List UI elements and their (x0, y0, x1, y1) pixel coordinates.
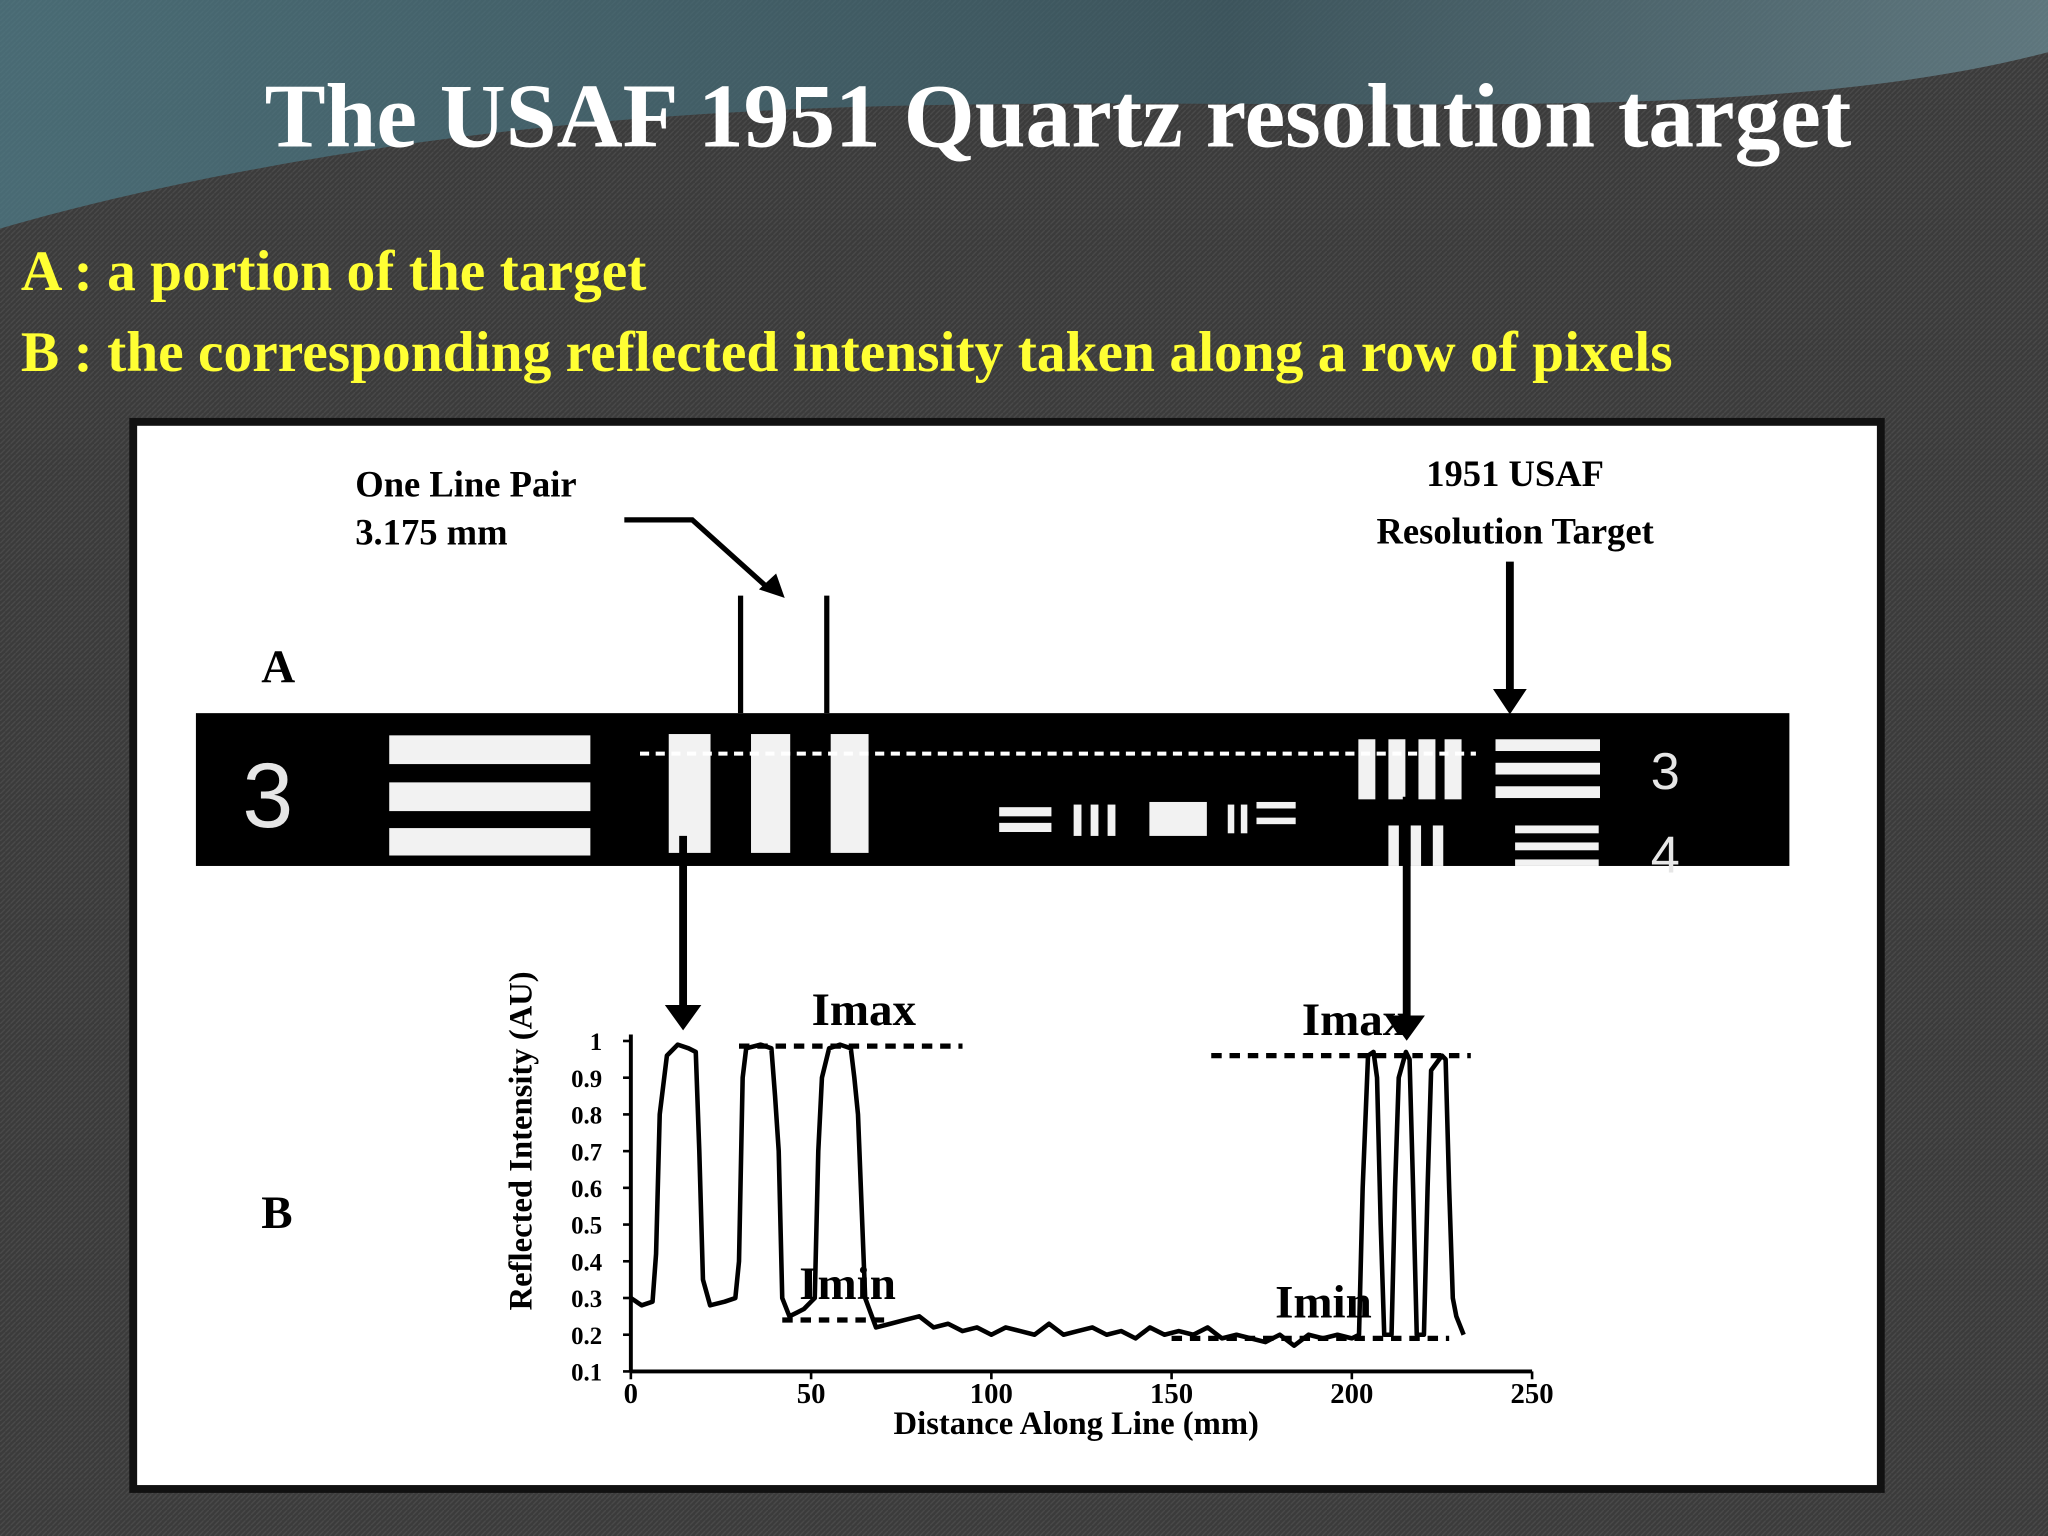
x-tick-label: 0 (624, 1378, 638, 1410)
reference-label: Imin (1275, 1276, 1372, 1328)
x-tick-label: 200 (1330, 1378, 1373, 1410)
target-bars (389, 734, 1600, 866)
x-tick-label: 50 (797, 1378, 826, 1410)
y-tick-label: 0.6 (571, 1176, 602, 1203)
panel-label: B (261, 1187, 292, 1239)
target-image: 3 3 4 (195, 713, 1790, 884)
annotation: 1951 USAF (1426, 453, 1604, 494)
chart: 0.1 0.2 0.3 0.4 0.5 0.6 0.7 0.8 0.9 1 0 50 100 150 200… (504, 971, 1554, 1442)
target-digit: 4 (1651, 826, 1680, 884)
x-tick-label: 250 (1511, 1378, 1554, 1410)
y-tick-label: 0.4 (571, 1249, 602, 1276)
swoosh (0, 0, 2048, 229)
reference-label: Imax (1302, 994, 1407, 1046)
y-tick-label: 0.8 (571, 1103, 602, 1130)
bullet: B : the corresponding reflected intensit… (21, 321, 1673, 384)
x-axis-label: Distance Along Line (mm) (894, 1406, 1259, 1442)
y-tick-label: 0.3 (571, 1286, 602, 1313)
y-tick-label: 1 (590, 1029, 602, 1056)
annotation: One Line Pair (355, 463, 576, 504)
reference-label: Imax (812, 984, 917, 1036)
panel-label: A (261, 641, 295, 693)
target-digit: 3 (1651, 743, 1680, 801)
x-tick-label: 100 (970, 1378, 1013, 1410)
figure-panel (129, 417, 1885, 1493)
y-tick-label: 0.1 (571, 1360, 602, 1387)
y-tick-label: 0.9 (571, 1066, 602, 1093)
annotation: Resolution Target (1376, 510, 1654, 551)
x-tick-label: 150 (1150, 1378, 1193, 1410)
y-tick-label: 0.5 (571, 1213, 602, 1240)
arrows (624, 517, 1527, 1041)
y-tick-label: 0.2 (571, 1323, 602, 1350)
y-tick-label: 0.7 (571, 1139, 602, 1166)
bullet: A : a portion of the target (21, 240, 646, 303)
data-line (629, 1042, 1466, 1348)
target-digit: 3 (242, 745, 293, 847)
annotation: 3.175 mm (355, 512, 507, 553)
slide-title: The USAF 1951 Quartz resolution target (265, 65, 1852, 166)
y-axis-label: Reflected Intensity (AU) (504, 971, 540, 1310)
